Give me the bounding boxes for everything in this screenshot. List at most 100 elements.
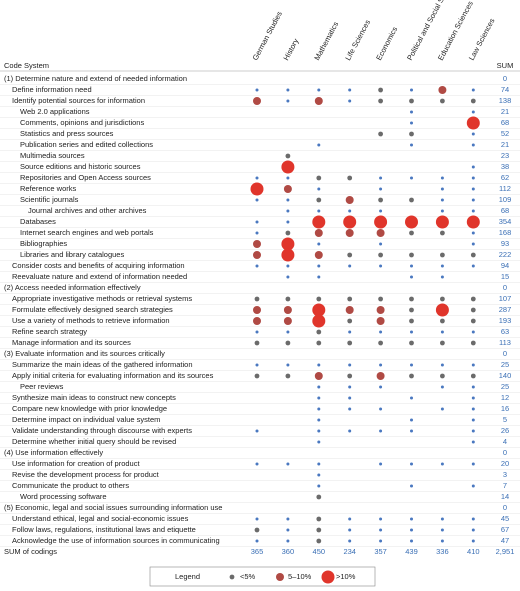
code-dot — [410, 176, 413, 180]
row-label: Summarize the main ideas of the gathered… — [12, 360, 193, 369]
code-dot — [440, 539, 444, 543]
column-sum: 357 — [374, 547, 387, 556]
code-dot — [317, 462, 321, 466]
code-dot — [378, 296, 383, 302]
code-dot — [317, 484, 321, 488]
row-label: Formulate effectively designed search st… — [12, 305, 173, 314]
row-label: (3) Evaluate information and its sources… — [4, 349, 165, 358]
code-dot — [471, 484, 475, 488]
code-dot — [348, 209, 352, 213]
code-dot — [440, 252, 445, 258]
code-dot — [283, 317, 292, 325]
code-dot — [253, 306, 261, 314]
code-dot — [471, 231, 475, 235]
column-sum: 450 — [313, 547, 326, 556]
row-label: Peer reviews — [20, 382, 64, 391]
code-dot — [316, 296, 322, 302]
code-dot — [316, 329, 322, 335]
column-sum: 365 — [251, 547, 264, 556]
code-dot — [345, 306, 354, 314]
row-sum: 113 — [499, 338, 511, 347]
code-dot — [253, 97, 261, 105]
code-dot — [410, 484, 413, 488]
code-dot — [410, 539, 413, 543]
row-label: Determine impact on individual value sys… — [12, 415, 160, 424]
code-dot — [410, 110, 413, 114]
code-dot — [471, 407, 475, 411]
row-label: Synthesize main ideas to construct new c… — [12, 393, 176, 402]
code-dot — [345, 229, 354, 237]
code-dot — [379, 264, 383, 268]
code-dot — [409, 373, 414, 379]
code-dot — [253, 240, 261, 248]
code-dot — [255, 330, 259, 334]
row-label: Revise the development process for produ… — [12, 470, 160, 479]
code-dot — [440, 517, 444, 521]
row-sum: 25 — [501, 360, 509, 369]
code-dot — [316, 175, 322, 181]
row-label: Define information need — [12, 85, 92, 94]
code-dot — [410, 396, 413, 400]
code-dot — [405, 215, 418, 229]
code-dot — [409, 318, 414, 324]
row-sum: 68 — [501, 118, 509, 127]
row-label: (4) Use information effectively — [4, 448, 103, 457]
row-sum: 168 — [499, 228, 512, 237]
code-dot — [440, 209, 444, 213]
row-sum: 94 — [501, 261, 509, 270]
code-dot — [285, 340, 291, 346]
code-dot — [376, 317, 385, 325]
row-sum: 0 — [503, 349, 507, 358]
row-sum: 25 — [501, 382, 509, 391]
code-dot — [347, 175, 353, 181]
code-dot — [471, 187, 475, 191]
code-dot — [281, 237, 295, 251]
code-dot — [410, 264, 413, 268]
row-sum: 0 — [503, 503, 507, 512]
code-dot — [440, 187, 444, 191]
code-dot — [440, 407, 444, 411]
code-dot — [254, 340, 260, 346]
code-dot — [347, 318, 353, 324]
code-dot — [317, 242, 321, 246]
row-sum: 287 — [499, 305, 512, 314]
row-label: Identify potential sources for informati… — [12, 96, 145, 105]
code-dot — [435, 215, 449, 229]
code-dot — [471, 539, 475, 543]
code-dot — [440, 373, 445, 379]
code-dot — [379, 242, 383, 246]
code-dot — [409, 252, 414, 258]
column-sum: 439 — [405, 547, 418, 556]
code-dot — [317, 143, 321, 147]
code-dot — [471, 440, 475, 444]
code-dot — [435, 303, 449, 317]
row-sum: 112 — [499, 184, 511, 193]
code-dot — [378, 98, 383, 104]
code-dot — [470, 340, 476, 346]
code-dot — [286, 176, 290, 180]
row-sum: 354 — [499, 217, 512, 226]
row-label: Journal archives and other archives — [28, 206, 147, 215]
row-label: Use a variety of methods to retrieve inf… — [12, 316, 170, 325]
row-label: Follow laws, regulations, institutional … — [12, 525, 196, 534]
code-dot — [285, 230, 291, 236]
code-dot — [317, 407, 321, 411]
code-dot — [255, 363, 259, 367]
code-dot — [317, 473, 321, 477]
code-dot — [317, 264, 321, 268]
sum-row-label: SUM of codings — [4, 547, 57, 556]
code-dot — [314, 97, 323, 105]
code-dot — [410, 528, 413, 532]
code-dot — [379, 209, 383, 213]
code-dot — [253, 251, 261, 259]
row-label: Web 2.0 applications — [20, 107, 90, 116]
code-dot — [410, 121, 413, 125]
code-dot — [470, 252, 476, 258]
code-dot — [317, 385, 321, 389]
row-label: Publication series and edited collection… — [20, 140, 153, 149]
code-dot — [409, 131, 414, 137]
row-sum: 63 — [501, 327, 509, 336]
code-dot — [255, 231, 259, 235]
code-dot — [317, 429, 321, 433]
code-dot — [317, 275, 321, 279]
